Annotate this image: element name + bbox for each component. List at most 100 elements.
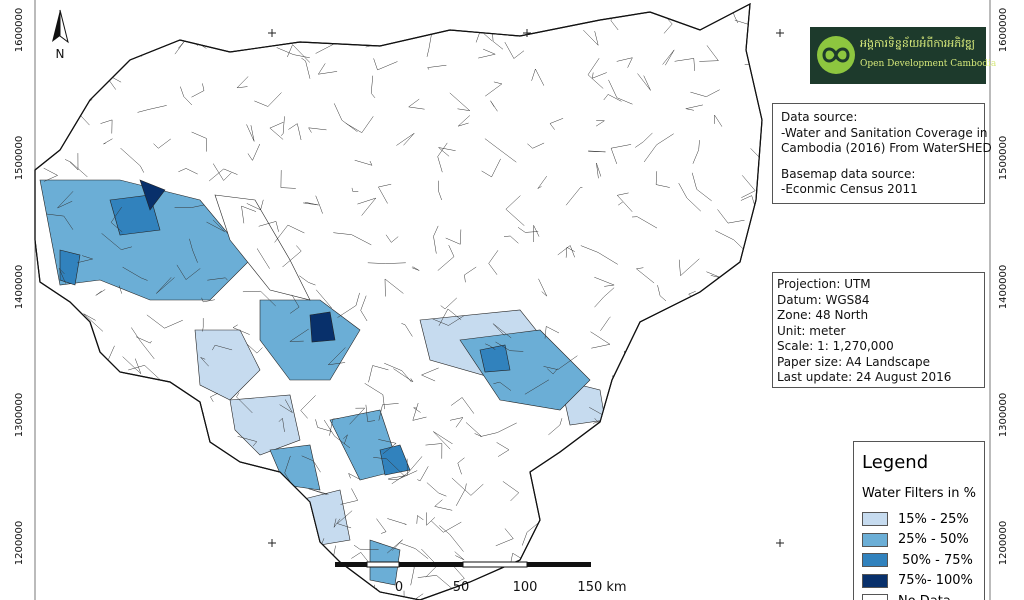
district-border: [278, 417, 285, 432]
district-border: [631, 216, 658, 229]
district-border: [242, 528, 263, 547]
district-border: [400, 542, 429, 559]
coordinate-label: 1500000: [14, 136, 25, 181]
district-border: [417, 575, 453, 590]
district-border: [749, 517, 762, 532]
scale-segment: [399, 562, 463, 567]
district-border: [401, 323, 413, 337]
district-border: [206, 444, 216, 465]
district-border: [426, 482, 447, 497]
district-border: [412, 402, 427, 421]
district-border: [662, 49, 675, 66]
graticule-crosses: [268, 29, 784, 547]
district-border: [637, 73, 651, 91]
district-border: [697, 452, 718, 471]
district-border: [700, 427, 726, 446]
district-border: [408, 98, 425, 110]
district-border: [588, 150, 606, 153]
district-border: [649, 412, 668, 431]
country: [34, 3, 785, 600]
district-border: [595, 120, 606, 127]
district-border: [753, 363, 762, 370]
district-border: [128, 517, 145, 537]
district-border: [202, 318, 204, 332]
district-border: [495, 528, 514, 547]
district-border: [96, 4, 120, 17]
projection-line: Last update: 24 August 2016: [777, 370, 952, 384]
district-border: [457, 457, 465, 475]
district-border: [608, 79, 633, 105]
district-border: [333, 232, 372, 246]
district-border: [725, 485, 738, 493]
district-border: [262, 4, 273, 22]
district-border: [378, 183, 392, 204]
district-border: [439, 525, 464, 552]
district-border: [411, 30, 416, 35]
district-border: [691, 172, 712, 202]
legend-swatch: [862, 553, 888, 567]
district-border: [481, 158, 501, 178]
district-border: [365, 404, 376, 422]
district-border: [288, 123, 302, 141]
arrow-half: [52, 10, 60, 42]
district-border: [170, 472, 189, 479]
scale-segment: [462, 561, 528, 568]
district-border: [426, 512, 436, 526]
cross: [268, 29, 784, 547]
district-border: [610, 144, 632, 164]
district-border: [705, 309, 726, 322]
district-border: [692, 140, 700, 164]
district-border: [353, 544, 379, 550]
district-border: [594, 276, 616, 287]
district-border: [280, 116, 285, 136]
legend-item: 15% - 25%: [862, 511, 969, 527]
district-border: [274, 224, 305, 243]
projection-line: Scale: 1: 1,270,000: [777, 339, 894, 353]
district-border: [46, 213, 74, 230]
district-border: [618, 201, 623, 206]
district-border: [384, 278, 404, 297]
district-border: [648, 534, 669, 547]
district-border: [212, 163, 232, 181]
district-border: [549, 118, 564, 130]
coordinates-left: 1600000 1500000 1400000 1300000 1200000: [14, 8, 25, 566]
district-border: [548, 418, 563, 436]
district-border: [118, 285, 123, 294]
district-border: [35, 550, 70, 583]
district-border: [773, 558, 785, 568]
district-border: [333, 103, 358, 132]
district-border: [447, 5, 468, 23]
district-border: [451, 564, 465, 582]
district-border: [668, 531, 693, 548]
district-border: [206, 219, 225, 232]
district-border: [709, 588, 723, 600]
district-border: [363, 18, 383, 41]
district-border: [544, 326, 560, 339]
district-border: [131, 327, 155, 360]
district-border: [590, 331, 611, 349]
district-border: [603, 94, 622, 102]
district-border: [565, 187, 583, 206]
district-border: [750, 148, 762, 183]
district-border: [496, 442, 510, 457]
district-border: [86, 392, 99, 410]
data-source-line: Basemap data source:: [781, 166, 916, 181]
district-border: [433, 431, 453, 450]
district-border: [77, 255, 94, 263]
district-border: [299, 275, 316, 286]
district-border: [751, 475, 762, 489]
district-border: [187, 451, 223, 465]
district-border: [503, 235, 519, 244]
district-border: [600, 316, 611, 331]
district-border: [657, 285, 667, 302]
district-border: [273, 578, 302, 597]
district-border: [438, 308, 462, 326]
logo-khmer: អង្គការទិន្នន័យអំពីការអភិវឌ្ឍ: [860, 37, 975, 50]
district-border: [241, 205, 257, 224]
district-border: [280, 170, 296, 189]
district-border: [655, 171, 670, 188]
district-border: [764, 103, 765, 119]
district-border: [583, 29, 599, 47]
